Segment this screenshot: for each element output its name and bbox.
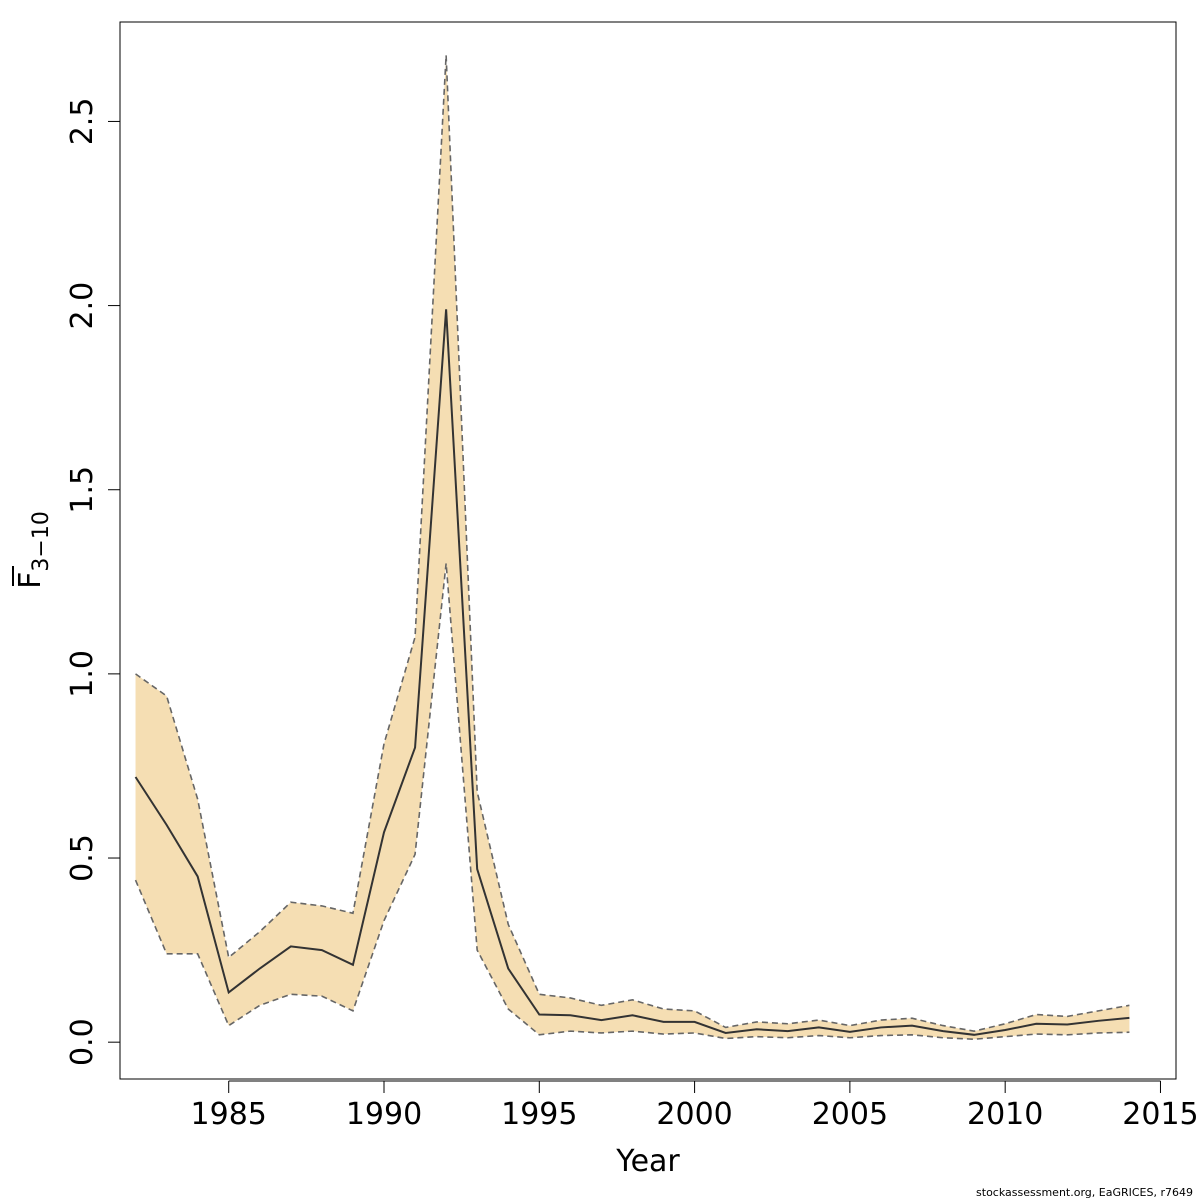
y-axis-title-subscript: 3−10	[29, 511, 54, 571]
y-tick-label: 1.0	[65, 650, 100, 698]
x-tick-label: 1985	[191, 1097, 267, 1132]
y-tick-label: 0.0	[65, 1018, 100, 1066]
confidence-band-layer	[135, 55, 1130, 1040]
x-tick-label: 2010	[967, 1097, 1043, 1132]
x-tick-label: 1990	[346, 1097, 422, 1132]
y-tick-label: 2.5	[65, 98, 100, 146]
y-axis-title-main: F	[13, 572, 48, 589]
y-axis-title: F3−10	[12, 511, 54, 589]
y-axis: 0.0 0.5 1.0 1.5 2.0 2.5	[65, 98, 121, 1066]
x-tick-label: 2005	[812, 1097, 888, 1132]
credit-text: stockassessment.org, EaGRICES, r7649	[976, 1186, 1193, 1199]
y-tick-label: 2.0	[65, 282, 100, 330]
x-axis-title: Year	[615, 1144, 680, 1179]
estimate-line	[134, 309, 1130, 1036]
y-tick-label: 1.5	[65, 466, 100, 514]
y-tick-label: 0.5	[65, 834, 100, 882]
x-axis: 1985 1990 1995 2000 2005 2010 2015	[191, 1080, 1199, 1132]
svg-text:F3−10: F3−10	[13, 511, 54, 589]
upper-bound-line	[135, 55, 1130, 1032]
lower-bound-line	[134, 563, 1130, 1041]
confidence-band	[135, 55, 1130, 1040]
x-tick-label: 2015	[1122, 1097, 1198, 1132]
x-tick-label: 2000	[656, 1097, 732, 1132]
x-tick-label: 1995	[501, 1097, 577, 1132]
series-layer	[134, 55, 1130, 1041]
